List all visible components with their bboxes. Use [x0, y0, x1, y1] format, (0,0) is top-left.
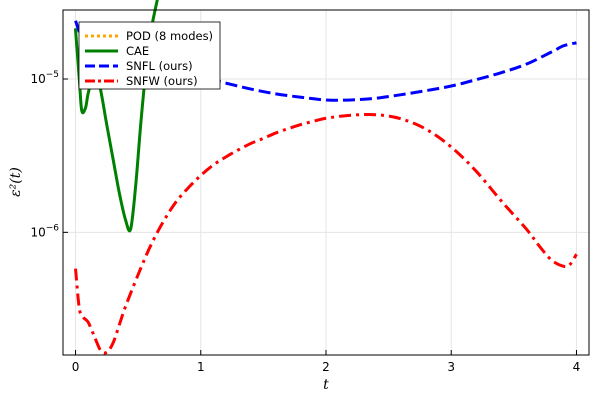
- legend-label-snfl-ours: SNFL (ours): [126, 59, 193, 73]
- y-axis-label: ε²(t): [8, 167, 24, 197]
- series-line-snfw-ours: [74, 112, 578, 355]
- y-tick-label-exponent: −6: [46, 223, 60, 233]
- legend-box: [78, 21, 221, 90]
- y-tick-label: 10−5: [30, 70, 59, 86]
- x-tick-label: 1: [197, 360, 205, 374]
- x-tick-label: 0: [72, 360, 80, 374]
- legend-label-cae: CAE: [126, 44, 149, 58]
- x-axis-label: t: [323, 377, 329, 393]
- y-tick-label-base: 10: [30, 225, 45, 239]
- x-tick-label: 2: [322, 360, 330, 374]
- y-tick-label: 10−6: [30, 223, 59, 239]
- y-tick-label-base: 10: [30, 72, 45, 86]
- x-tick-label: 3: [447, 360, 455, 374]
- legend-label-snfw-ours: SNFW (ours): [126, 74, 198, 88]
- x-tick-label: 4: [573, 360, 581, 374]
- y-tick-label-exponent: −5: [46, 70, 59, 80]
- legend-label-pod-8-modes: POD (8 modes): [126, 29, 213, 43]
